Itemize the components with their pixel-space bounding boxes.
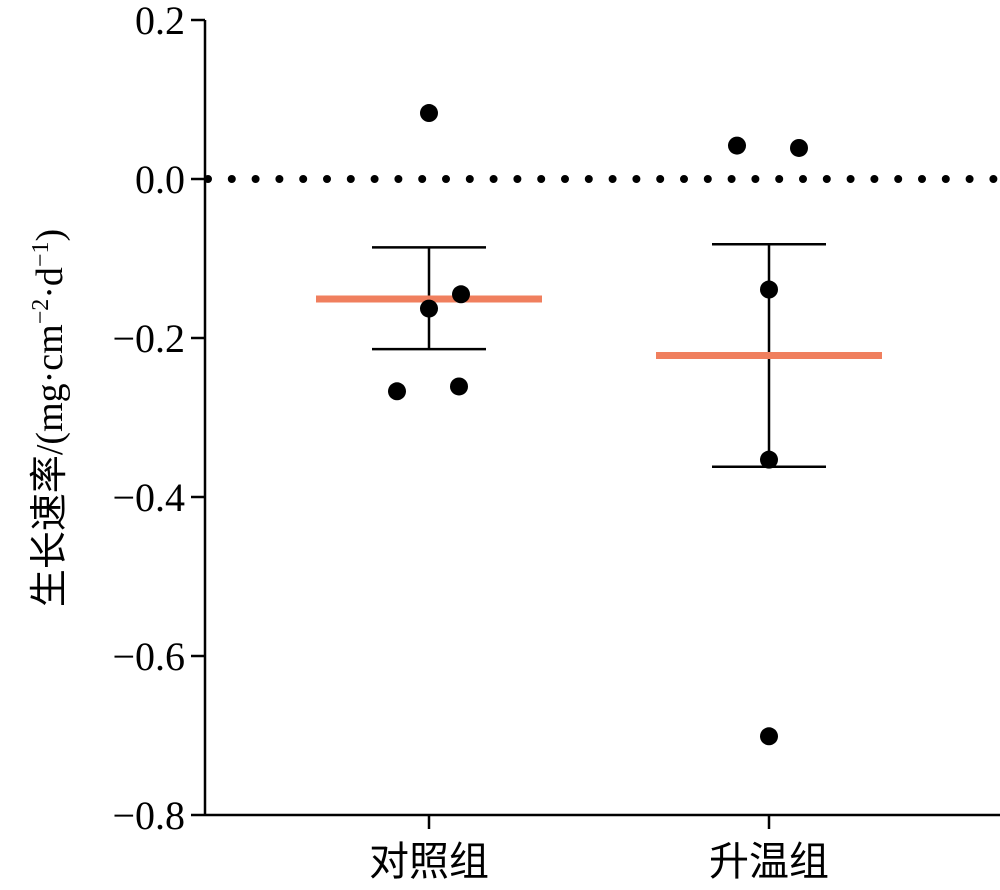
y-axis-label: 生长速率/(mg·cm−2·d−1) [28,229,71,607]
data-point [760,727,778,746]
y-axis-label-sup2: −1 [28,242,54,268]
mean-lines [316,295,882,359]
y-tick-label: 0.2 [135,0,185,43]
x-tick-label: 对照组 [369,839,489,884]
data-point [420,299,438,318]
data-points [388,104,808,746]
y-tick-label: −0.8 [112,793,185,838]
y-axis-label-main: 生长速率/(mg·cm [29,324,71,607]
data-point [388,382,406,401]
y-tick-label: 0.0 [135,157,185,202]
axes: 0.2 0.0 −0.2 −0.4 −0.6 −0.8 对照组 升温组 [112,0,1000,884]
data-point [728,136,746,155]
labels: 生长速率/(mg·cm−2·d−1) [28,229,71,607]
y-axis-label-sup1: −2 [28,299,54,325]
y-tick-label: −0.2 [112,316,185,361]
data-point [790,138,808,157]
y-axis-label-mid: ·d [29,267,71,299]
data-point [450,377,468,396]
data-point [420,104,438,123]
data-point [760,280,778,299]
x-tick-label: 升温组 [709,839,829,884]
y-tick-label: −0.6 [112,634,185,679]
data-point [760,450,778,469]
data-point [452,285,470,304]
y-tick-label: −0.4 [112,475,185,520]
y-axis-label-end: ) [29,229,71,242]
